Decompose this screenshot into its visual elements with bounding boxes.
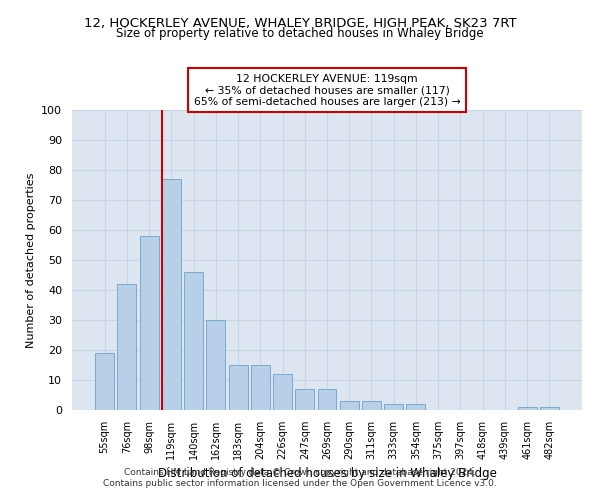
Text: Size of property relative to detached houses in Whaley Bridge: Size of property relative to detached ho… <box>116 28 484 40</box>
Bar <box>518 407 536 410</box>
Bar <box>540 407 559 410</box>
Bar <box>406 404 425 410</box>
Y-axis label: Number of detached properties: Number of detached properties <box>26 172 36 348</box>
Bar <box>362 401 381 410</box>
Bar <box>251 365 270 410</box>
Bar <box>206 320 225 410</box>
Bar <box>273 374 292 410</box>
Text: 12, HOCKERLEY AVENUE, WHALEY BRIDGE, HIGH PEAK, SK23 7RT: 12, HOCKERLEY AVENUE, WHALEY BRIDGE, HIG… <box>83 18 517 30</box>
Bar <box>162 179 181 410</box>
Bar <box>95 353 114 410</box>
Bar <box>340 401 359 410</box>
Bar <box>118 284 136 410</box>
Text: 12 HOCKERLEY AVENUE: 119sqm
← 35% of detached houses are smaller (117)
65% of se: 12 HOCKERLEY AVENUE: 119sqm ← 35% of det… <box>194 74 460 107</box>
Bar <box>140 236 158 410</box>
Bar <box>317 389 337 410</box>
Bar <box>384 404 403 410</box>
Bar <box>295 389 314 410</box>
Bar <box>184 272 203 410</box>
X-axis label: Distribution of detached houses by size in Whaley Bridge: Distribution of detached houses by size … <box>158 468 496 480</box>
Bar <box>229 365 248 410</box>
Text: Contains HM Land Registry data © Crown copyright and database right 2024.
Contai: Contains HM Land Registry data © Crown c… <box>103 468 497 487</box>
